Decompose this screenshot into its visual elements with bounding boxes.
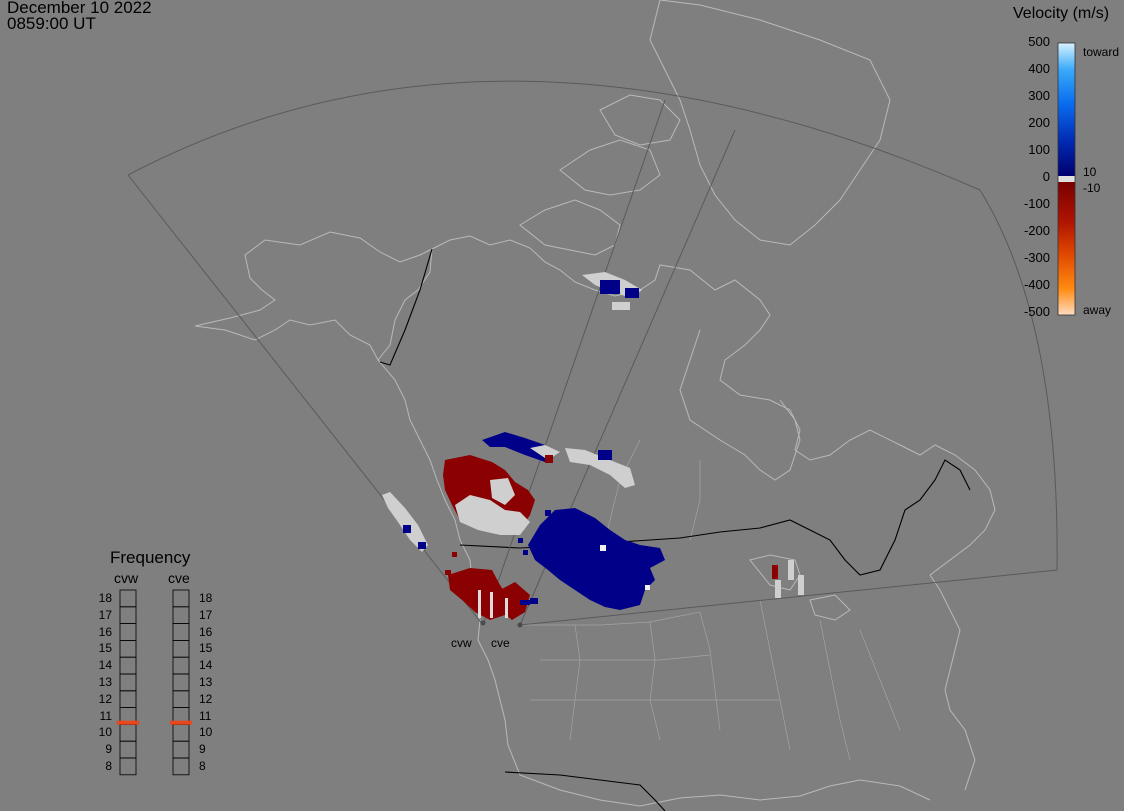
arctic-islands-3 <box>599 94 681 146</box>
colorbar-tick-3: 200 <box>1028 115 1050 130</box>
radar-site-cvw <box>480 620 486 626</box>
toward-cell <box>418 542 426 549</box>
ground-scatter-arc-east <box>565 448 635 488</box>
frequency-level-right-15: 15 <box>199 641 213 656</box>
frequency-level-left-13: 13 <box>98 675 112 689</box>
ground-scatter-ray <box>478 590 481 618</box>
canada-north-coast <box>431 235 996 576</box>
away-cell <box>545 455 553 463</box>
toward-cell-far-north <box>625 288 639 298</box>
fov-right-edge <box>519 569 1058 626</box>
coastline-layer <box>194 0 996 807</box>
frequency-level-right-11: 11 <box>199 708 212 723</box>
toward-cell <box>518 538 523 543</box>
ground-scatter-cell <box>600 545 606 551</box>
ground-scatter-cell <box>645 585 650 590</box>
away-cell-east <box>772 565 778 579</box>
radar-site-cve <box>517 622 523 628</box>
frequency-radar-cvw: cvw <box>114 570 139 586</box>
fov-left-edge <box>127 174 484 626</box>
toward-cell <box>545 510 551 516</box>
country-borders <box>379 248 971 811</box>
away-cell <box>445 570 451 575</box>
colorbar-tick-7: -200 <box>1023 223 1050 238</box>
toward-cell-far-north <box>600 280 620 294</box>
away-cell <box>452 552 457 557</box>
frequency-level-right-12: 12 <box>199 691 213 706</box>
frequency-level-right-14: 14 <box>199 658 213 673</box>
toward-cell <box>523 550 528 555</box>
hudson-bay-coast <box>679 329 801 481</box>
frequency-radar-cve: cve <box>168 570 190 586</box>
toward-cell <box>598 450 612 460</box>
frequency-level-left-9: 9 <box>105 742 112 757</box>
frequency-level-right-8: 8 <box>199 759 206 773</box>
gulf-coast <box>639 779 931 807</box>
frequency-level-right-16: 16 <box>199 624 213 639</box>
colorbar-inner-pos-label: 10 <box>1083 165 1097 179</box>
ground-scatter-ray <box>505 598 508 618</box>
colorbar-tick-1: 400 <box>1028 61 1050 76</box>
ground-scatter-cluster-north <box>455 495 530 535</box>
frequency-level-left-17: 17 <box>98 607 112 622</box>
colorbar-tick-8: -300 <box>1023 250 1050 265</box>
ground-scatter-far-north-2 <box>612 302 630 310</box>
colorbar-tick-0: 500 <box>1028 34 1050 49</box>
ground-scatter-east <box>775 580 781 598</box>
frequency-level-left-8: 8 <box>105 759 112 773</box>
frequency-level-right-17: 17 <box>199 607 213 622</box>
radar-label-cve: cve <box>491 636 510 650</box>
frequency-level-left-10: 10 <box>98 725 112 740</box>
ground-scatter-east <box>798 575 804 595</box>
east-coast <box>929 574 976 791</box>
radar-label-cvw: cvw <box>451 636 472 650</box>
frequency-level-left-12: 12 <box>98 691 112 706</box>
ground-scatter-ray <box>490 592 493 618</box>
frequency-level-left-11: 11 <box>99 708 112 723</box>
ground-scatter-patch <box>490 478 515 505</box>
colorbar-inner-neg-label: -10 <box>1083 181 1101 195</box>
toward-cell <box>520 600 530 605</box>
time-label: 0859:00 UT <box>7 14 96 33</box>
colorbar-tick-10: -500 <box>1023 304 1050 319</box>
colorbar-tick-9: -400 <box>1023 277 1050 292</box>
colorbar-tick-2: 300 <box>1028 88 1050 103</box>
toward-cell <box>403 525 411 533</box>
frequency-level-right-10: 10 <box>199 725 213 740</box>
us-mexico-border <box>504 771 666 811</box>
date-label: December 10 2022 <box>7 0 152 17</box>
frequency-level-right-18: 18 <box>199 591 213 605</box>
colorbar-tick-6: -100 <box>1023 196 1050 211</box>
fov-outline <box>127 80 1058 626</box>
frequency-level-right-9: 9 <box>199 742 206 757</box>
colorbar-tick-5: 0 <box>1042 169 1050 184</box>
frequency-level-left-14: 14 <box>98 658 112 673</box>
ground-scatter-east <box>788 560 794 580</box>
frequency-level-right-13: 13 <box>199 675 213 689</box>
alaska-canada-border <box>379 248 433 366</box>
frequency-level-left-16: 16 <box>98 624 112 639</box>
frequency-title: Frequency <box>110 548 191 567</box>
us-canada-border <box>459 459 971 576</box>
frequency-level-left-18: 18 <box>98 591 112 605</box>
toward-arc-north <box>482 432 555 462</box>
colorbar-title: Velocity (m/s) <box>1013 5 1110 22</box>
state-boundaries <box>520 439 901 761</box>
alaska-coast <box>194 231 433 361</box>
backscatter-layer <box>382 272 804 620</box>
frequency-level-left-15: 15 <box>98 641 112 656</box>
fov-beam-cvw-edge <box>482 99 666 626</box>
greenland-coast <box>649 0 891 246</box>
arctic-islands-1 <box>519 199 621 256</box>
fov-arc <box>127 80 1058 571</box>
colorbar-tick-4: 100 <box>1028 142 1050 157</box>
colorbar-toward-label: toward <box>1083 45 1120 59</box>
colorbar-away-label: away <box>1083 303 1112 317</box>
toward-cell <box>530 598 538 604</box>
ground-scatter-west-strip <box>382 492 428 552</box>
toward-cluster-main <box>528 508 665 610</box>
arctic-islands-2 <box>559 139 661 196</box>
